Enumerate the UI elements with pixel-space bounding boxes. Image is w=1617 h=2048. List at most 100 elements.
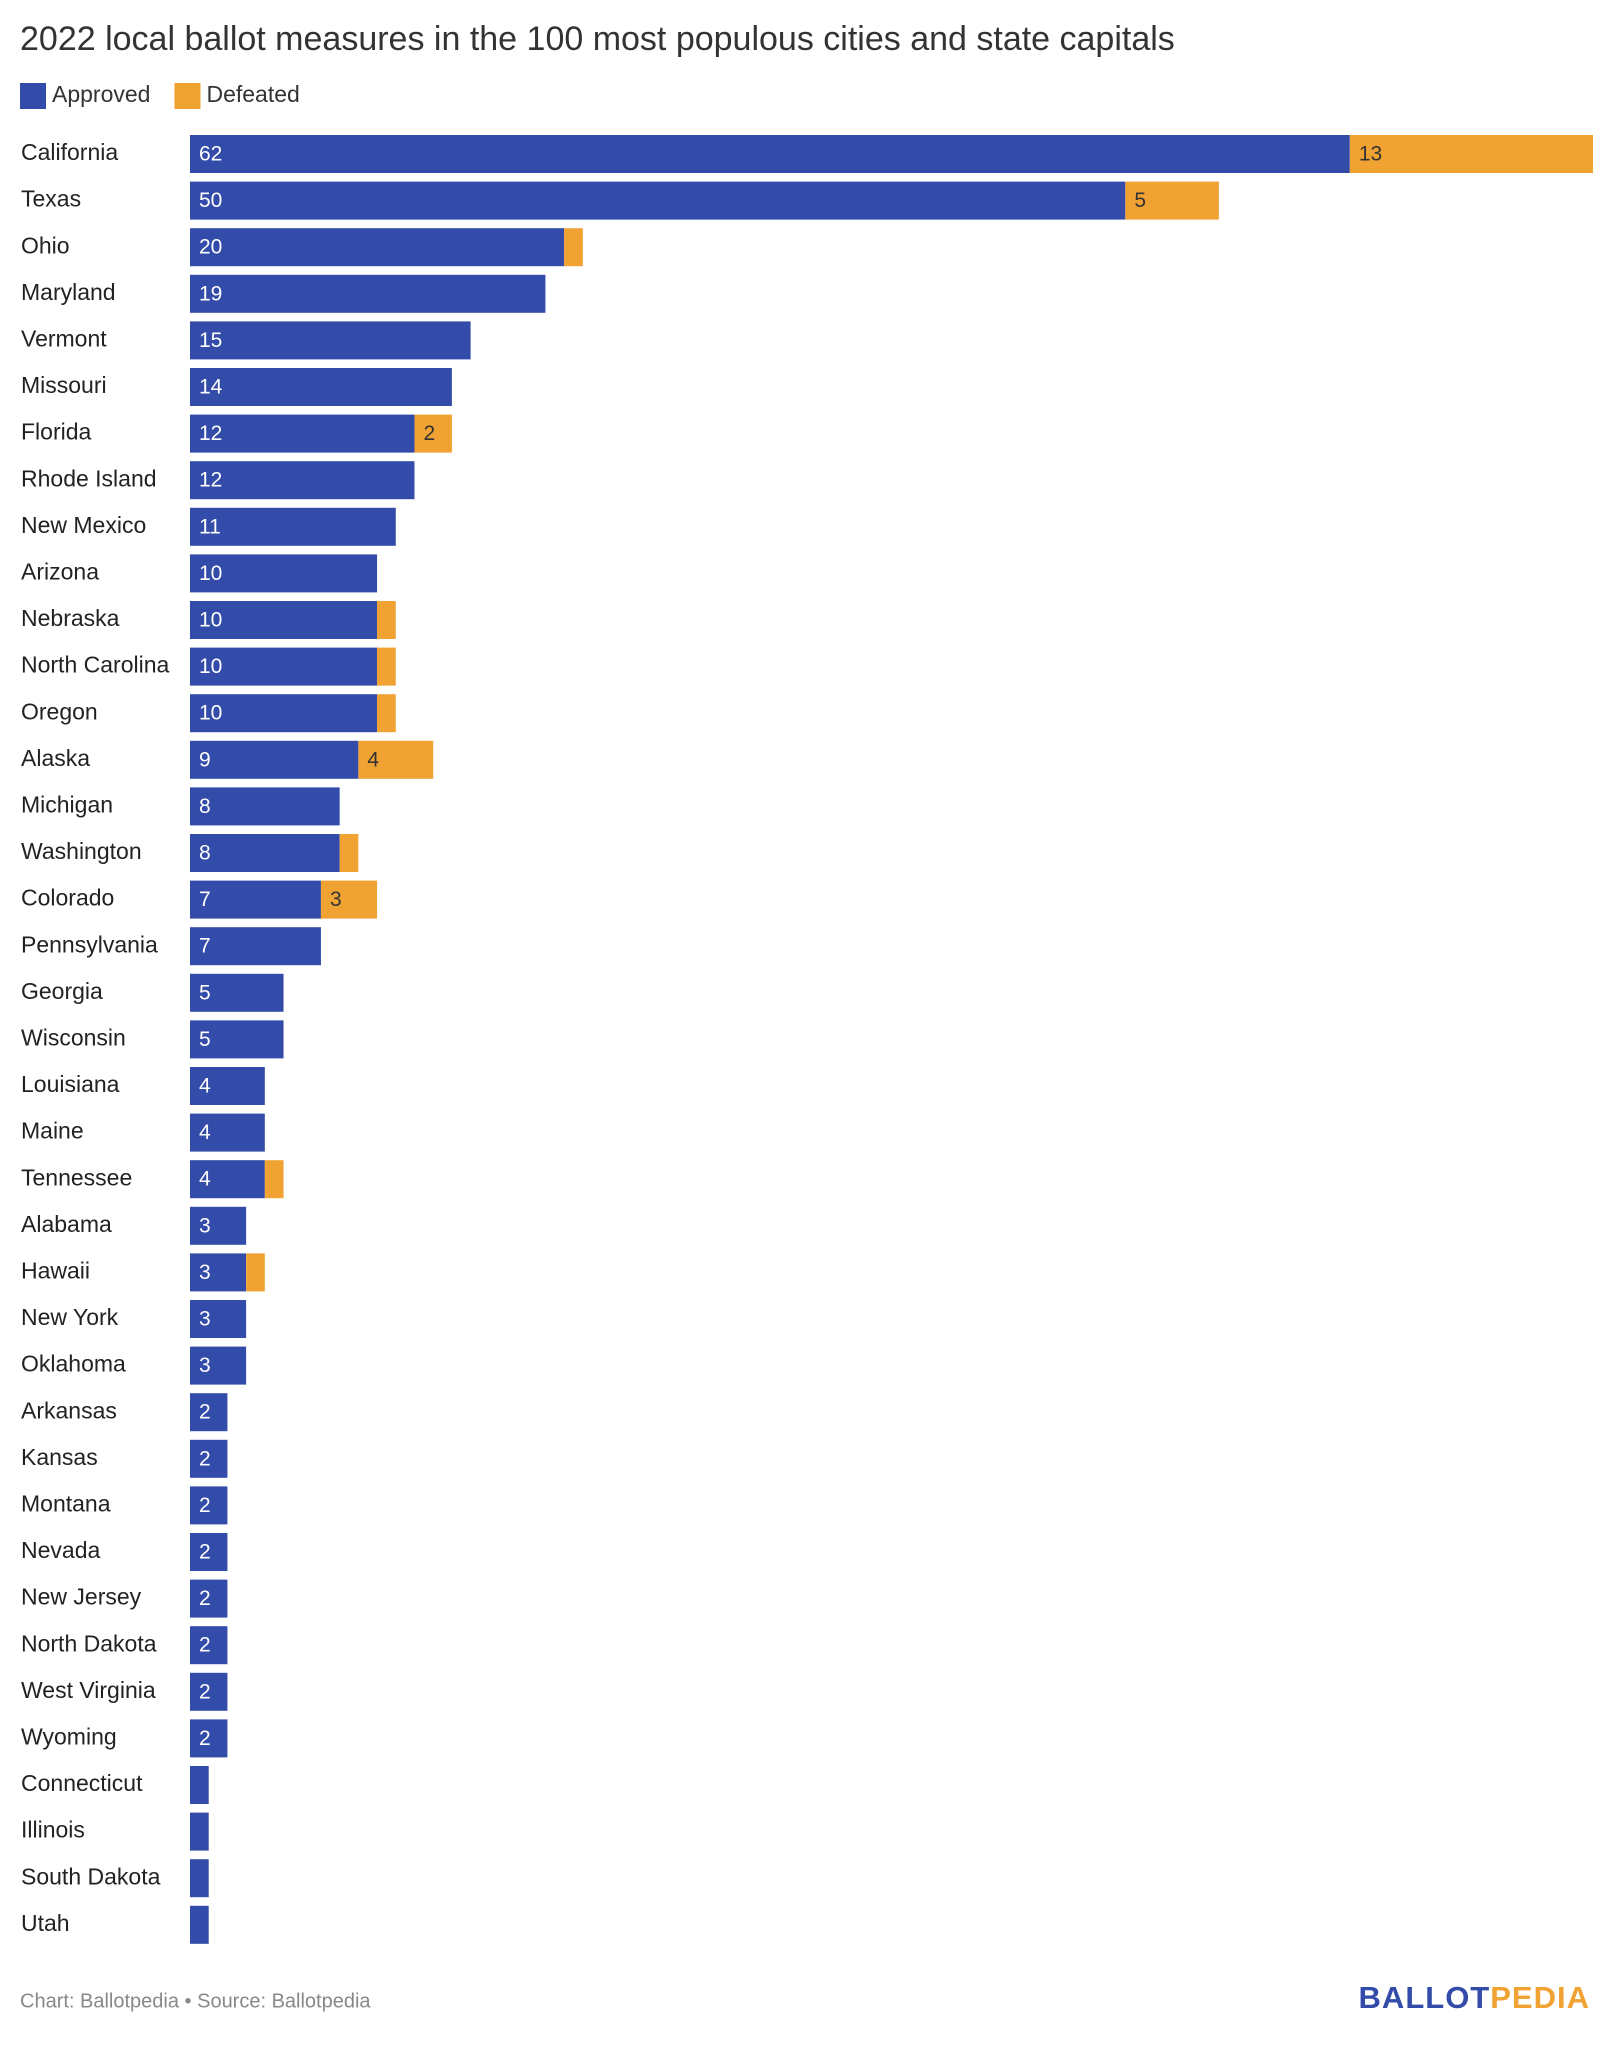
bar-segment [190,135,1350,173]
value-label: 3 [199,1261,211,1284]
category-label: Kansas [21,1444,98,1470]
value-label: 12 [199,469,222,492]
value-label: 2 [199,1401,211,1424]
value-label: 2 [199,1587,211,1610]
bar-segment [190,787,340,826]
bar-segment [377,694,396,733]
value-label: 10 [199,562,222,585]
value-label: 7 [199,935,211,958]
value-label: 2 [199,1727,211,1750]
source: Chart: Ballotpedia • Source: Ballotpedia [20,1990,371,2012]
bar-segment [190,927,321,966]
category-label: Illinois [21,1817,85,1843]
category-label: Vermont [21,325,107,351]
value-label: 3 [199,1308,211,1331]
value-label: 13 [1359,143,1382,166]
bar-segment [190,880,321,919]
bar-segment [190,1439,228,1478]
bar-segment [414,414,452,453]
value-label: 10 [199,655,222,678]
bar-segment [190,461,415,500]
category-label: Ohio [21,232,70,258]
category-label: North Dakota [21,1630,157,1656]
bar-segment [190,1533,228,1571]
bar-segment [377,647,396,686]
bar-segment [190,601,378,639]
value-label: 9 [199,748,211,771]
value-label: 2 [423,422,435,445]
bar-segment [564,228,583,267]
bar-segment [190,1626,228,1665]
category-label: Washington [21,838,142,864]
category-label: Rhode Island [21,465,157,491]
category-label: Connecticut [21,1770,143,1796]
bar-segment [190,554,378,593]
category-label: Missouri [21,372,107,398]
category-label: North Carolina [21,652,169,678]
legend-label: Defeated [206,81,299,107]
category-label: Arizona [21,558,99,584]
category-label: Alaska [21,745,90,771]
value-label: 19 [199,282,222,305]
value-label: 2 [199,1634,211,1657]
bar-segment [339,834,359,872]
category-label: Florida [21,419,92,445]
category-label: Maine [21,1118,84,1144]
bar-segment [190,414,415,453]
bar-segment [190,1206,247,1245]
value-label: 12 [199,422,222,445]
bar-segment [190,647,378,686]
bar-segment [190,1160,265,1199]
logo: BALLOTPEDIA [1359,1980,1590,2015]
value-label: 50 [199,189,222,212]
bar-segment [190,1766,209,1804]
value-label: 2 [199,1541,211,1564]
bar-segment [190,1067,265,1105]
legend-swatch [20,83,46,109]
category-label: Montana [21,1490,111,1516]
bar-segment [190,228,565,267]
bar-segment [190,1812,209,1851]
value-label: 5 [1134,189,1146,212]
category-label: West Virginia [21,1677,156,1703]
bar-segment [1125,181,1219,220]
bar-segment [190,274,546,313]
value-label: 2 [199,1494,211,1517]
category-label: Georgia [21,978,103,1004]
value-label: 2 [199,1447,211,1470]
category-label: California [21,139,118,165]
category-label: Hawaii [21,1257,90,1283]
category-label: New York [21,1304,119,1330]
value-label: 3 [330,888,342,911]
category-label: Louisiana [21,1071,120,1097]
logo-part: PEDIA [1490,1980,1590,2015]
category-label: Arkansas [21,1397,117,1423]
bar-segment [190,507,396,546]
bar-segment [320,880,378,919]
bar-segment [190,1486,228,1525]
category-label: Wisconsin [21,1024,126,1050]
value-label: 3 [199,1354,211,1377]
value-label: 14 [199,376,223,399]
value-label: 2 [199,1680,211,1703]
value-label: 7 [199,888,211,911]
value-label: 8 [199,795,211,818]
bar-segment [190,1859,209,1898]
category-label: New Jersey [21,1584,142,1610]
value-label: 15 [199,329,222,352]
category-label: Pennsylvania [21,931,158,957]
bar-segment [264,1160,284,1199]
category-label: Alabama [21,1211,112,1237]
bar-segment [190,1020,284,1059]
category-label: South Dakota [21,1863,161,1889]
bar-segment [190,1393,228,1432]
legend-label: Approved [52,81,150,107]
value-label: 11 [199,515,221,538]
value-label: 10 [199,702,222,725]
value-label: 62 [199,143,222,166]
value-label: 10 [199,609,222,632]
value-label: 5 [199,1028,211,1051]
value-label: 4 [199,1168,211,1191]
value-label: 8 [199,842,211,865]
